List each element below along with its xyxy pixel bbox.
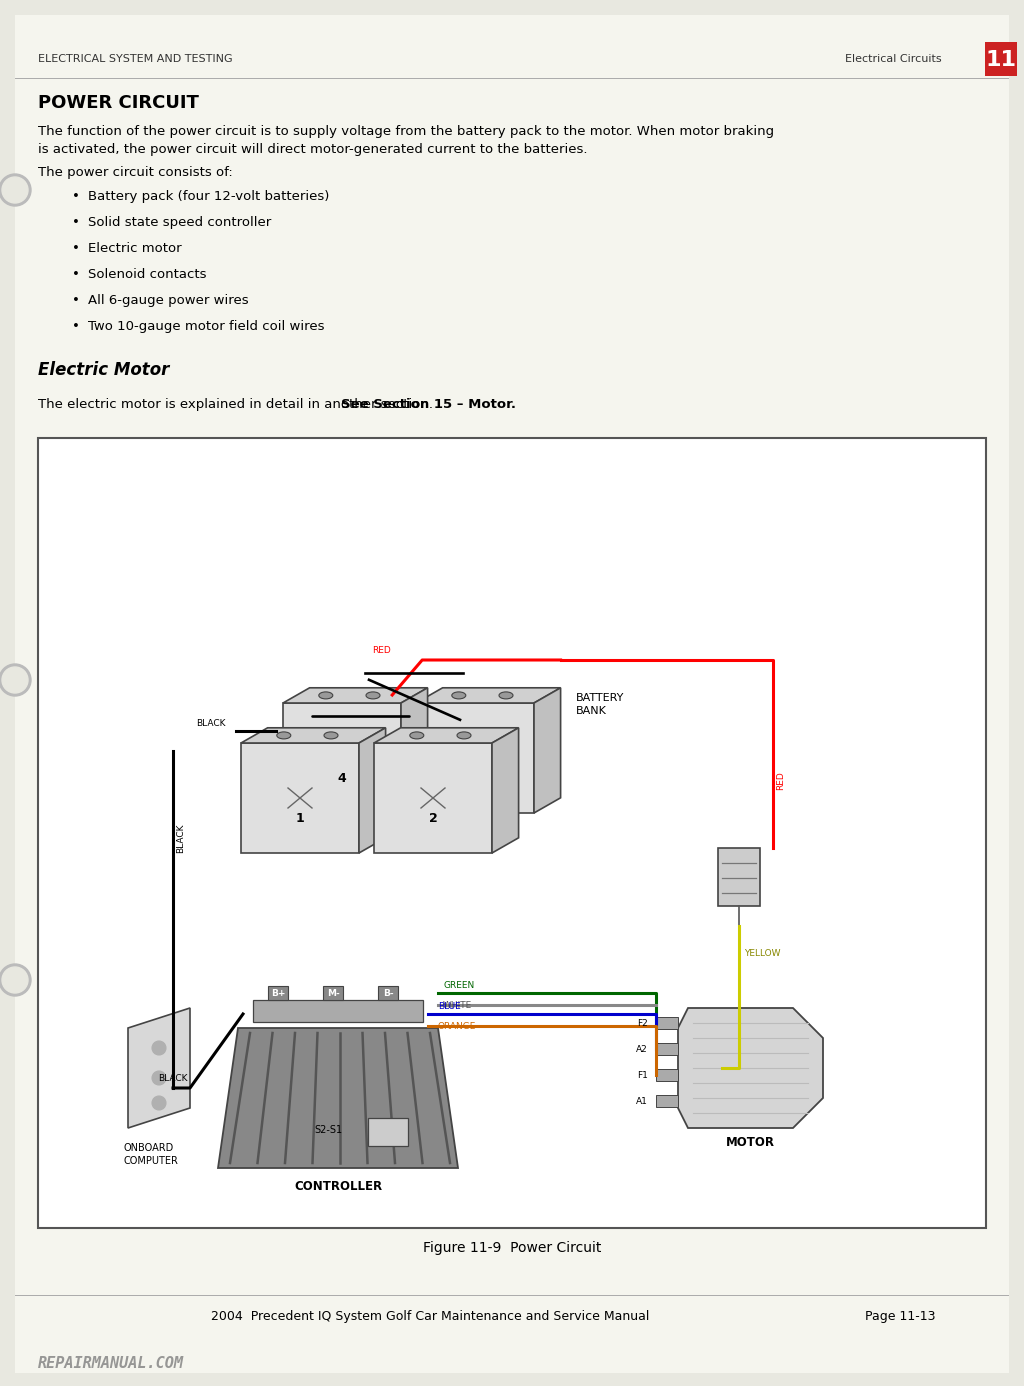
Text: Electric motor: Electric motor [88, 243, 181, 255]
FancyBboxPatch shape [985, 42, 1017, 76]
Text: REPAIRMANUAL.COM: REPAIRMANUAL.COM [38, 1356, 184, 1371]
Polygon shape [416, 687, 560, 703]
Text: WHITE: WHITE [443, 1001, 472, 1010]
Circle shape [2, 667, 28, 693]
Text: •: • [72, 190, 80, 202]
Polygon shape [534, 687, 560, 814]
Text: MOTOR: MOTOR [726, 1137, 775, 1149]
Circle shape [152, 1071, 166, 1085]
Polygon shape [374, 743, 492, 852]
FancyBboxPatch shape [38, 438, 986, 1228]
Text: •: • [72, 267, 80, 281]
Text: ONBOARD
COMPUTER: ONBOARD COMPUTER [123, 1143, 178, 1166]
Ellipse shape [452, 692, 466, 699]
Text: B+: B+ [270, 988, 286, 998]
Text: B-: B- [383, 988, 393, 998]
Text: Figure 11-9  Power Circuit: Figure 11-9 Power Circuit [423, 1240, 601, 1254]
FancyBboxPatch shape [718, 848, 760, 906]
FancyBboxPatch shape [656, 1095, 678, 1107]
Text: Electric Motor: Electric Motor [38, 360, 169, 378]
Polygon shape [218, 1028, 458, 1168]
Text: 4: 4 [338, 772, 346, 784]
Ellipse shape [457, 732, 471, 739]
FancyBboxPatch shape [656, 1069, 678, 1081]
Polygon shape [128, 1008, 190, 1128]
Polygon shape [283, 703, 401, 814]
Text: •: • [72, 320, 80, 333]
FancyBboxPatch shape [268, 985, 288, 1001]
Text: 11: 11 [985, 50, 1017, 71]
Circle shape [152, 1041, 166, 1055]
Polygon shape [241, 728, 386, 743]
Text: ELECTRICAL SYSTEM AND TESTING: ELECTRICAL SYSTEM AND TESTING [38, 54, 232, 64]
Polygon shape [492, 728, 518, 852]
Text: Solenoid contacts: Solenoid contacts [88, 267, 207, 281]
Text: S2-S1: S2-S1 [314, 1125, 342, 1135]
Text: RED: RED [372, 646, 391, 656]
Text: •: • [72, 216, 80, 229]
Text: BLACK: BLACK [158, 1074, 187, 1082]
Circle shape [0, 664, 31, 696]
Circle shape [2, 177, 28, 202]
Text: The function of the power circuit is to supply voltage from the battery pack to : The function of the power circuit is to … [38, 125, 774, 139]
Text: 2004  Precedent IQ System Golf Car Maintenance and Service Manual: 2004 Precedent IQ System Golf Car Mainte… [211, 1310, 649, 1324]
FancyBboxPatch shape [656, 1044, 678, 1055]
Text: BLACK: BLACK [197, 719, 226, 728]
Polygon shape [416, 703, 534, 814]
FancyBboxPatch shape [323, 985, 343, 1001]
Text: All 6-gauge power wires: All 6-gauge power wires [88, 294, 249, 308]
Text: 2: 2 [429, 811, 437, 825]
Text: Electrical Circuits: Electrical Circuits [845, 54, 942, 64]
Text: A2: A2 [636, 1045, 648, 1053]
Text: Solid state speed controller: Solid state speed controller [88, 216, 271, 229]
Text: ORANGE: ORANGE [438, 1021, 476, 1031]
Ellipse shape [324, 732, 338, 739]
FancyBboxPatch shape [15, 15, 1009, 1374]
Text: •: • [72, 294, 80, 308]
Text: BLACK: BLACK [176, 823, 185, 852]
Ellipse shape [366, 692, 380, 699]
Circle shape [152, 1096, 166, 1110]
FancyBboxPatch shape [656, 1017, 678, 1028]
Circle shape [2, 967, 28, 992]
Circle shape [0, 175, 31, 207]
Text: is activated, the power circuit will direct motor-generated current to the batte: is activated, the power circuit will dir… [38, 143, 588, 157]
Text: RED: RED [776, 771, 785, 790]
Text: See Section 15 – Motor.: See Section 15 – Motor. [341, 398, 515, 412]
Text: CONTROLLER: CONTROLLER [294, 1179, 382, 1193]
Text: BATTERY
BANK: BATTERY BANK [575, 693, 624, 717]
FancyBboxPatch shape [368, 1119, 408, 1146]
Polygon shape [241, 743, 359, 852]
Text: 1: 1 [296, 811, 304, 825]
FancyBboxPatch shape [378, 985, 398, 1001]
FancyBboxPatch shape [253, 1001, 423, 1021]
Ellipse shape [410, 732, 424, 739]
Text: F2: F2 [637, 1019, 648, 1027]
Polygon shape [283, 687, 428, 703]
Text: The power circuit consists of:: The power circuit consists of: [38, 166, 232, 179]
Text: •: • [72, 243, 80, 255]
Polygon shape [374, 728, 518, 743]
Circle shape [0, 965, 31, 997]
Text: Two 10-gauge motor field coil wires: Two 10-gauge motor field coil wires [88, 320, 325, 333]
Text: Page 11-13: Page 11-13 [864, 1310, 935, 1324]
Text: The electric motor is explained in detail in another section.: The electric motor is explained in detai… [38, 398, 437, 412]
Polygon shape [359, 728, 386, 852]
Text: M-: M- [327, 988, 339, 998]
Polygon shape [401, 687, 428, 814]
Text: YELLOW: YELLOW [744, 949, 780, 958]
Text: BLUE: BLUE [438, 1002, 461, 1010]
Polygon shape [678, 1008, 823, 1128]
Text: Battery pack (four 12-volt batteries): Battery pack (four 12-volt batteries) [88, 190, 330, 202]
Text: 3: 3 [471, 772, 479, 784]
Text: A1: A1 [636, 1096, 648, 1106]
Ellipse shape [276, 732, 291, 739]
Ellipse shape [499, 692, 513, 699]
Text: GREEN: GREEN [443, 981, 474, 990]
Text: F1: F1 [637, 1070, 648, 1080]
Ellipse shape [318, 692, 333, 699]
Text: POWER CIRCUIT: POWER CIRCUIT [38, 94, 199, 112]
